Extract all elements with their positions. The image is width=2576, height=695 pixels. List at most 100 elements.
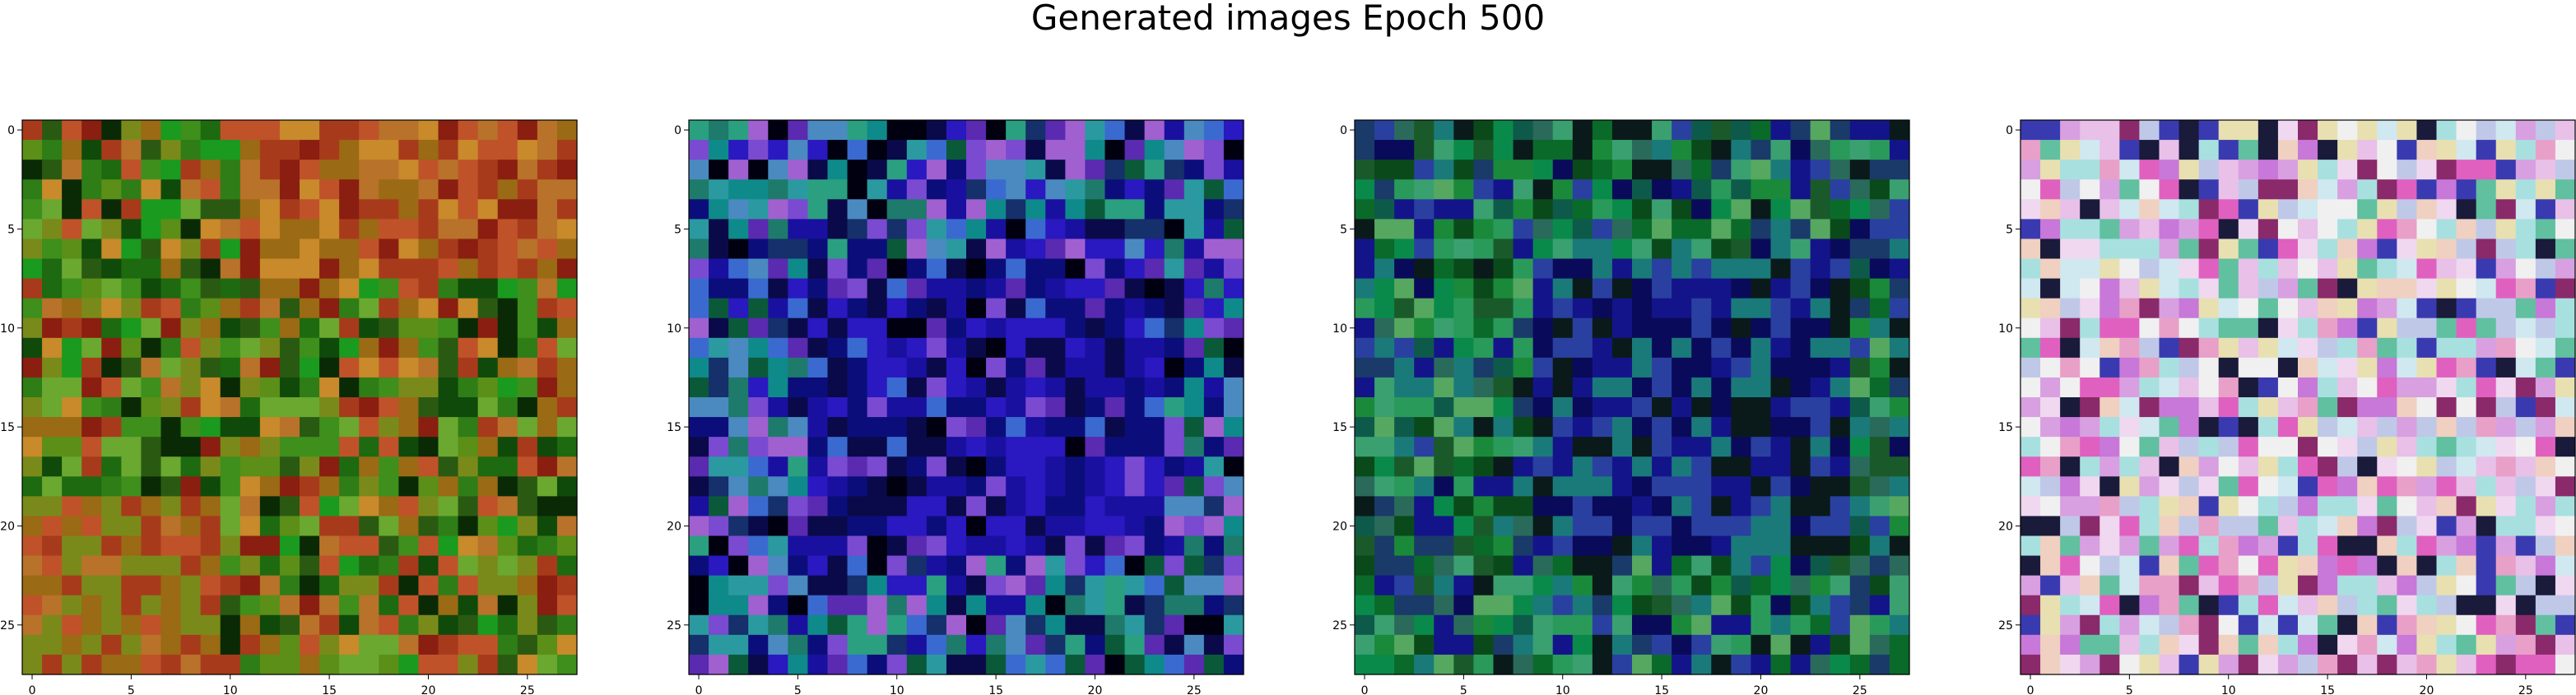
pixel-cell bbox=[62, 278, 82, 299]
pixel-cell bbox=[1065, 278, 1086, 299]
pixel-cell bbox=[458, 654, 479, 675]
pixel-cell bbox=[886, 555, 908, 577]
y-tick-label: 10 bbox=[0, 322, 15, 336]
pixel-cell bbox=[728, 179, 749, 200]
pixel-cell bbox=[1473, 654, 1495, 675]
pixel-cell bbox=[709, 199, 729, 220]
pixel-cell bbox=[886, 140, 908, 160]
pixel-cell bbox=[827, 456, 849, 477]
pixel-cell bbox=[42, 140, 63, 160]
pixel-cell bbox=[2476, 258, 2497, 280]
pixel-cell bbox=[1552, 140, 1574, 160]
pixel-cell bbox=[2357, 317, 2378, 339]
pixel-cell bbox=[1770, 476, 1792, 497]
pixel-cell bbox=[1869, 278, 1890, 299]
pixel-cell bbox=[1394, 535, 1415, 557]
pixel-cell bbox=[2357, 179, 2378, 200]
pixel-cell bbox=[458, 317, 479, 339]
pixel-cell bbox=[827, 634, 849, 656]
pixel-cell bbox=[867, 317, 888, 339]
pixel-cell bbox=[1355, 278, 1375, 299]
pixel-cell bbox=[1065, 456, 1086, 477]
pixel-cell bbox=[537, 417, 558, 438]
pixel-cell bbox=[1889, 337, 1910, 359]
pixel-cell bbox=[2436, 476, 2457, 497]
pixel-cell bbox=[319, 377, 340, 398]
pixel-cell bbox=[728, 160, 749, 180]
pixel-cell bbox=[2397, 437, 2418, 457]
pixel-cell bbox=[22, 456, 43, 477]
pixel-cell bbox=[728, 555, 749, 577]
pixel-cell bbox=[259, 377, 281, 398]
pixel-cell bbox=[886, 437, 908, 457]
pixel-cell bbox=[1810, 634, 1831, 656]
pixel-cell bbox=[1830, 160, 1851, 180]
pixel-cell bbox=[2535, 239, 2556, 260]
pixel-cell bbox=[319, 120, 340, 141]
pixel-cell bbox=[1611, 496, 1633, 517]
pixel-cell bbox=[2436, 357, 2457, 378]
pixel-cell bbox=[906, 634, 928, 656]
pixel-cell bbox=[359, 337, 379, 359]
pixel-cell bbox=[2495, 437, 2517, 457]
pixel-cell bbox=[2377, 535, 2397, 557]
pixel-cell bbox=[1751, 199, 1772, 220]
y-tick-label: 25 bbox=[1332, 619, 1347, 632]
pixel-cell bbox=[1355, 456, 1375, 477]
pixel-cell bbox=[556, 634, 578, 656]
pixel-cell bbox=[121, 654, 142, 675]
pixel-cell bbox=[2099, 575, 2120, 596]
pixel-cell bbox=[160, 456, 182, 477]
pixel-cell bbox=[2318, 140, 2338, 160]
pixel-cell bbox=[2515, 357, 2536, 378]
pixel-cell bbox=[2178, 456, 2200, 477]
pixel-cell bbox=[1025, 634, 1046, 656]
pixel-cell bbox=[827, 357, 849, 378]
pixel-cell bbox=[1731, 278, 1752, 299]
pixel-cell bbox=[2555, 298, 2576, 319]
pixel-cell bbox=[2099, 595, 2120, 616]
pixel-cell bbox=[1572, 317, 1593, 339]
pixel-cell bbox=[220, 199, 241, 220]
pixel-cell bbox=[926, 634, 947, 656]
pixel-cell bbox=[886, 179, 908, 200]
pixel-cell bbox=[966, 456, 987, 477]
pixel-cell bbox=[458, 120, 479, 141]
pixel-cell bbox=[946, 219, 967, 240]
pixel-cell bbox=[1731, 614, 1752, 636]
pixel-cell bbox=[1830, 654, 1851, 675]
pixel-cell bbox=[1144, 258, 1165, 280]
pixel-cell bbox=[867, 120, 888, 141]
pixel-cell bbox=[2198, 140, 2220, 160]
pixel-cell bbox=[556, 614, 578, 636]
pixel-cell bbox=[42, 239, 63, 260]
pixel-cell bbox=[239, 614, 261, 636]
pixel-cell bbox=[1144, 317, 1165, 339]
pixel-cell bbox=[2515, 555, 2536, 577]
pixel-cell bbox=[1414, 377, 1434, 398]
pixel-cell bbox=[2515, 239, 2536, 260]
pixel-cell bbox=[1731, 654, 1752, 675]
pixel-cell bbox=[1552, 199, 1574, 220]
pixel-cell bbox=[239, 496, 261, 517]
pixel-cell bbox=[2416, 219, 2438, 240]
pixel-cell bbox=[477, 278, 499, 299]
pixel-cell bbox=[689, 317, 709, 339]
pixel-cell bbox=[1849, 595, 1871, 616]
pixel-cell bbox=[1691, 317, 1712, 339]
pixel-cell bbox=[259, 357, 281, 378]
pixel-cell bbox=[2080, 278, 2100, 299]
pixel-cell bbox=[556, 258, 578, 280]
pixel-cell bbox=[398, 496, 420, 517]
pixel-cell bbox=[2238, 357, 2259, 378]
pixel-cell bbox=[477, 634, 499, 656]
pixel-cell bbox=[220, 357, 241, 378]
pixel-cell bbox=[239, 417, 261, 438]
pixel-cell bbox=[1532, 357, 1554, 378]
pixel-cell bbox=[101, 417, 122, 438]
pixel-cell bbox=[42, 397, 63, 418]
pixel-cell bbox=[2159, 317, 2180, 339]
pixel-cell bbox=[2040, 160, 2061, 180]
pixel-cell bbox=[398, 516, 420, 537]
pixel-cell bbox=[259, 278, 281, 299]
